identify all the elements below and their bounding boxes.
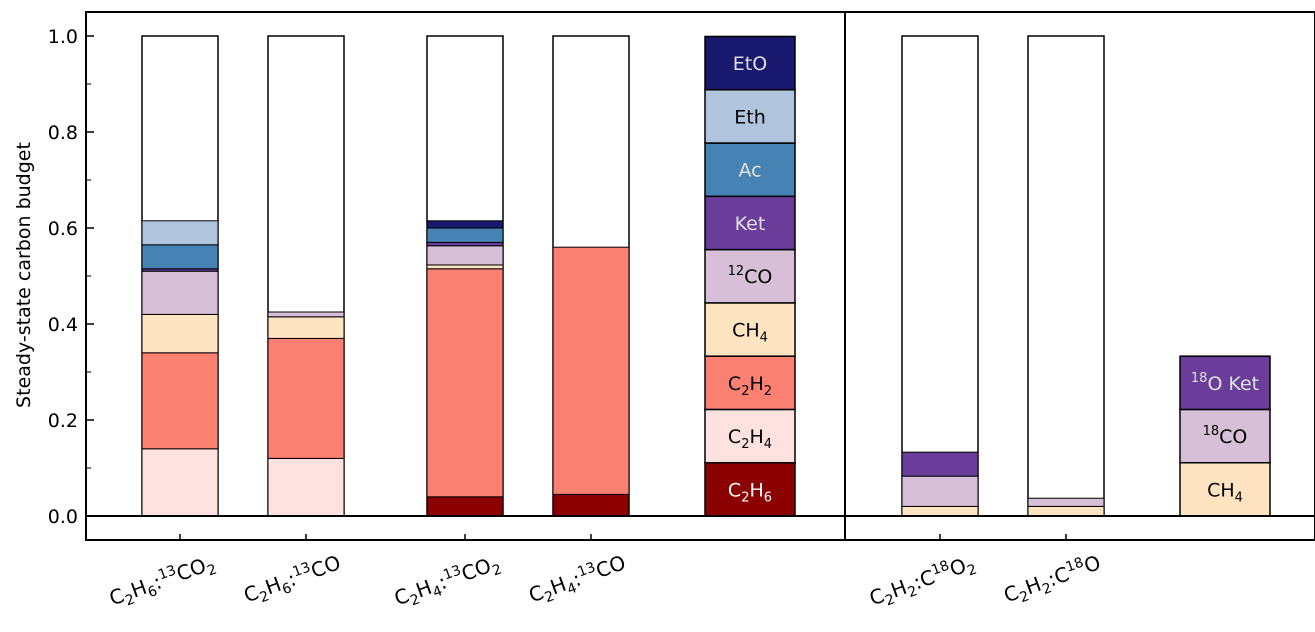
legend-swatch-C2H2 [704,355,796,411]
legend-swatch-CH4 [704,302,796,357]
legend-label-Ac: Ac [738,160,761,182]
legend-swatch-C2H4 [704,408,796,464]
bar-segment-CH4 [141,313,219,354]
bar-segment-EtO [426,220,504,229]
bar-segment-C2H2 [426,268,504,498]
bar-segment-C2H2 [552,246,630,495]
legend-label-CH4: CH4 [732,320,768,346]
category-label: C2H4:13CO [525,549,630,611]
y-tick-label-0: 0.0 [48,506,78,528]
bar-segment-C2H6 [426,496,504,517]
bar-segment-CH4 [267,316,345,339]
legend-label-Ket: Ket [735,213,766,235]
bar-segment-CH4 [901,505,979,517]
bar-segment-C2H4 [141,448,219,517]
y-axis-label: Steady-state carbon budget [13,142,35,408]
bar-segment-C2H4 [267,457,345,517]
legend-swatch-C18O [1179,408,1271,464]
y-tick-label-5: 1.0 [48,26,78,48]
axes-layer: 0.0 0.2 0.4 0.6 0.8 1.0 C2H6:13CO2 C2H6:13CO C2H… [48,11,1315,614]
legend-label-12CO: 12CO [728,264,773,288]
bar-segment-C2H2 [267,337,345,459]
bar-total-1-0 [901,35,979,517]
panel-frame-1 [844,11,1315,541]
bar-segment-CH4 [1027,505,1105,517]
y-tick-label-1: 0.2 [48,410,78,432]
legend-swatch-18OKet [1179,355,1271,411]
legend-label-C18O: 18CO [1203,424,1248,448]
bar-segment-Ac [141,244,219,270]
legend-swatch-Ac [704,142,796,198]
bar-segment-18OKet [901,451,979,477]
legend-swatch-Ket [704,195,796,251]
bar-segment-C2H2 [141,352,219,450]
legend-label-CH4: CH4 [1207,479,1243,505]
category-label: C2H2:C18O2 [866,549,979,614]
bar-segment-12CO [267,311,345,318]
legend-label-Eth: Eth [734,106,766,128]
bar-segment-12CO [141,270,219,315]
bar-total-1-1 [1027,35,1105,517]
legend-swatch-EtO [704,35,796,91]
y-tick-label-2: 0.4 [48,314,78,336]
bar-segment-Ac [426,227,504,243]
bar-segment-C2H6 [552,493,630,517]
bar-segment-12CO [426,245,504,266]
legend-label-18OKet: 18O Ket [1191,371,1259,395]
category-label: C2H2:C18O [1000,549,1105,611]
category-label: C2H4:13CO2 [391,549,504,614]
legend-swatch-Eth [704,89,796,144]
category-label: C2H6:13CO2 [106,549,219,614]
legend-label-EtO: EtO [733,53,767,75]
bar-segment-C18O [1027,497,1105,507]
bar-segment-Ket [426,241,504,247]
legend-label-C2H6: C2H6 [728,479,772,505]
bar-segment-C18O [901,475,979,507]
y-tick-label-4: 0.8 [48,122,78,144]
bar-segment-CH4 [426,264,504,270]
bar-segment-Eth [141,220,219,246]
category-label: C2H6:13CO [240,549,345,611]
y-tick-label-3: 0.6 [48,218,78,240]
bars-layer: C2H6 C2H4 C2H2 CH4 12CO Ket Ac Eth EtO CH4 18CO 18O… [141,35,1271,517]
legend-label-C2H2: C2H2 [728,373,772,399]
legend-label-C2H4: C2H4 [728,426,772,452]
legend-swatch-12CO [704,248,796,304]
